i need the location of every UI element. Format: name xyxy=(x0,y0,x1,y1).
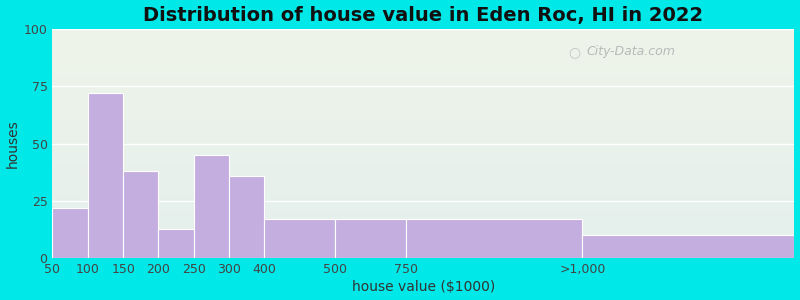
Bar xyxy=(158,229,194,258)
Bar xyxy=(335,219,406,258)
Bar xyxy=(88,93,123,258)
Bar xyxy=(194,155,229,258)
Title: Distribution of house value in Eden Roc, HI in 2022: Distribution of house value in Eden Roc,… xyxy=(143,6,703,25)
Bar xyxy=(406,219,582,258)
Bar xyxy=(229,176,265,258)
Y-axis label: houses: houses xyxy=(6,119,19,168)
Bar xyxy=(265,219,335,258)
Text: ○: ○ xyxy=(568,45,580,59)
X-axis label: house value ($1000): house value ($1000) xyxy=(352,280,495,294)
Bar xyxy=(53,208,88,258)
Bar xyxy=(582,236,794,258)
Text: City-Data.com: City-Data.com xyxy=(586,45,675,58)
Bar xyxy=(123,171,158,258)
